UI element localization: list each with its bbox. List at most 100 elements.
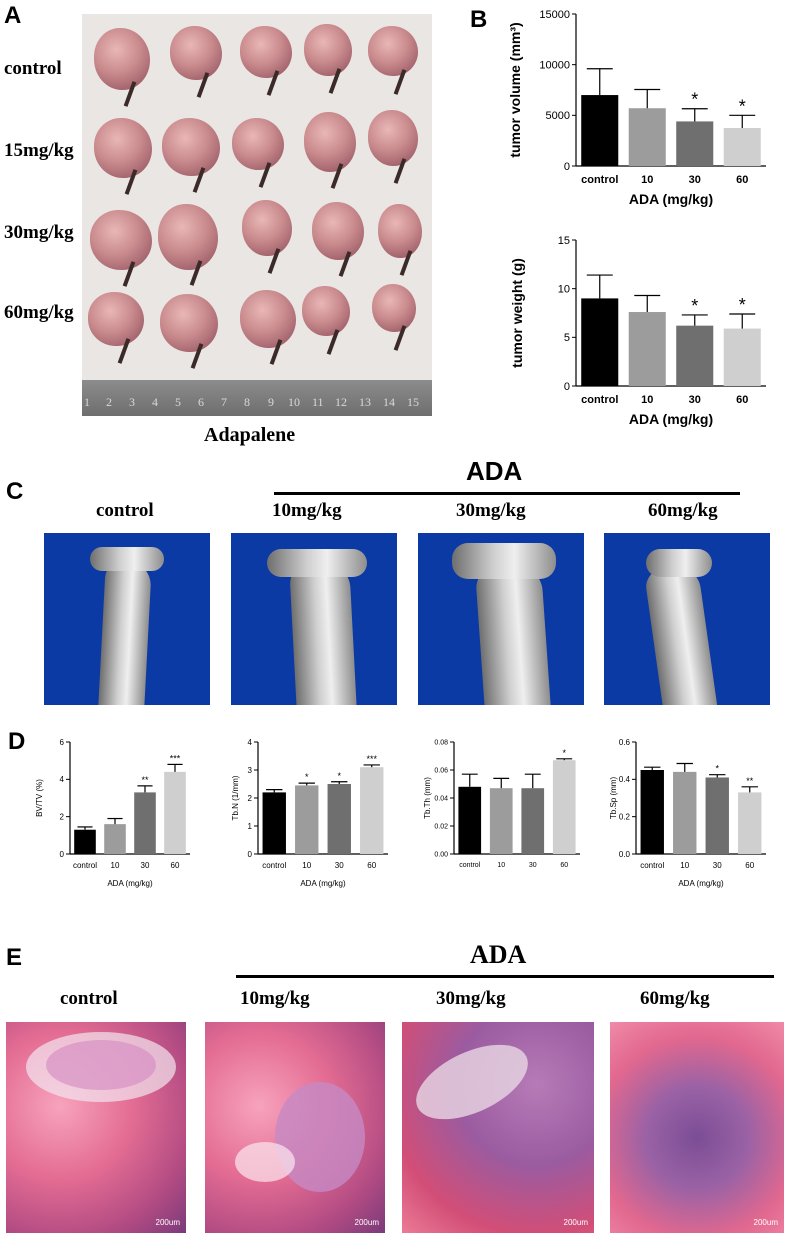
- tumor: [368, 110, 418, 184]
- microct-image-30mg: [418, 533, 584, 705]
- he-image-control: 200um: [6, 1022, 186, 1233]
- y-tick-label: 4: [248, 738, 253, 747]
- tumor: [94, 118, 152, 195]
- tumor-volume-chart: 0 5000 10000 15000 control 10 * 30 * 60 ADA (mg/kg…: [507, 9, 766, 207]
- y-tick-label: 15: [558, 235, 570, 247]
- he-image-10mg: 200um: [205, 1022, 385, 1233]
- bvtv-chart: 0 2 4 6 control 10 ** 30 *** 60 ADA (mg/kg) BV/TV (…: [35, 738, 190, 888]
- y-tick-label: 10: [558, 284, 570, 296]
- bar: [705, 777, 729, 854]
- tumor: [312, 202, 364, 278]
- x-tick-label: 60: [736, 174, 748, 186]
- bar: [676, 121, 714, 166]
- x-axis-label: ADA (mg/kg): [629, 411, 713, 427]
- he-label-control: control: [60, 988, 118, 1009]
- bar: [458, 786, 482, 854]
- he-label-60mg: 60mg/kg: [640, 988, 710, 1009]
- y-tick-label: 0: [60, 850, 65, 859]
- y-tick-label: 5000: [546, 110, 570, 122]
- y-tick-label: 15000: [539, 9, 570, 21]
- tbn-chart: 0 1 2 3 4 control * 10 * 30 *** 60 ADA (mg/kg) Tb.N (…: [231, 738, 388, 888]
- tumor: [242, 200, 292, 274]
- tumor: [160, 294, 218, 370]
- bar: [134, 792, 156, 854]
- x-tick-label: 60: [745, 861, 754, 870]
- tumor: [368, 26, 418, 95]
- row-label-15mg: 15mg/kg: [4, 140, 74, 161]
- bar: [104, 824, 126, 854]
- bar: [327, 784, 351, 854]
- panel-e-letter: E: [6, 944, 23, 971]
- y-tick-label: 0.04: [434, 795, 448, 802]
- y-tick-label: 6: [60, 738, 65, 747]
- bar: [673, 771, 697, 854]
- y-tick-label: 0.0: [619, 850, 631, 859]
- y-axis-label: Tb.N (1/mm): [231, 775, 240, 820]
- significance-mark: **: [746, 776, 754, 786]
- significance-mark: *: [715, 764, 719, 774]
- y-axis-label: tumor volume (mm³): [507, 22, 523, 157]
- y-tick-label: 0.4: [619, 775, 631, 784]
- x-tick-label: control: [640, 861, 664, 870]
- significance-mark: *: [691, 296, 698, 316]
- significance-mark: *: [337, 771, 341, 781]
- x-tick-label: 10: [680, 861, 689, 870]
- microct-label-30mg: 30mg/kg: [456, 500, 526, 521]
- tumor: [240, 290, 296, 366]
- scale-label: 200um: [354, 1218, 379, 1227]
- x-tick-label: 30: [141, 861, 150, 870]
- significance-mark: *: [691, 90, 698, 110]
- scale-label: 200um: [155, 1218, 180, 1227]
- tumor: [88, 292, 144, 364]
- x-tick-label: 10: [111, 861, 120, 870]
- x-tick-label: 30: [689, 394, 701, 406]
- ada-group-title-e: ADA: [470, 940, 527, 969]
- y-tick-label: 0: [248, 850, 253, 859]
- bar: [74, 829, 96, 854]
- y-tick-label: 0.08: [434, 739, 448, 746]
- microct-image-control: [44, 533, 210, 705]
- y-tick-label: 0: [564, 161, 570, 173]
- panel-b-letter: B: [470, 6, 488, 33]
- x-tick-label: control: [581, 394, 618, 406]
- significance-mark: *: [739, 295, 746, 315]
- bar: [360, 767, 384, 854]
- tbth-chart: 0.00 0.02 0.04 0.06 0.08 control 10 30 * 60 Tb.Th …: [423, 739, 580, 869]
- bar: [581, 298, 619, 386]
- bar: [295, 785, 319, 854]
- bar: [676, 325, 714, 386]
- y-tick-label: 0.00: [434, 851, 448, 858]
- photo-caption: Adapalene: [204, 424, 296, 446]
- y-axis-label: Tb.Th (mm): [423, 777, 432, 819]
- ada-group-title-c: ADA: [466, 456, 523, 486]
- x-tick-label: 60: [560, 862, 568, 869]
- row-label-60mg: 60mg/kg: [4, 302, 74, 323]
- ruler: 1 2 3 4 5 6 7 8 9 10 11 12 13 14 15: [82, 380, 432, 416]
- bar: [640, 770, 664, 854]
- x-tick-label: 30: [529, 862, 537, 869]
- x-tick-label: 10: [641, 394, 653, 406]
- significance-mark: *: [739, 96, 746, 116]
- panel-a-letter: A: [4, 2, 22, 29]
- tumor: [302, 286, 350, 355]
- tumor: [304, 24, 352, 95]
- ada-group-line-c: [274, 492, 740, 495]
- y-tick-label: 4: [60, 775, 65, 784]
- he-image-60mg: 200um: [610, 1022, 784, 1233]
- x-axis-label: ADA (mg/kg): [678, 879, 724, 888]
- bar: [521, 788, 545, 854]
- significance-mark: ***: [366, 754, 377, 764]
- significance-mark: *: [562, 748, 566, 758]
- x-tick-label: 10: [641, 174, 653, 186]
- bar: [489, 788, 513, 854]
- y-tick-label: 0.2: [619, 812, 631, 821]
- microct-label-10mg: 10mg/kg: [272, 500, 342, 521]
- panel-c-letter: C: [6, 478, 24, 505]
- he-image-30mg: 200um: [402, 1022, 594, 1233]
- x-tick-label: 60: [367, 861, 376, 870]
- bar: [581, 95, 619, 166]
- he-label-30mg: 30mg/kg: [436, 988, 506, 1009]
- y-tick-label: 2: [248, 794, 253, 803]
- y-tick-label: 0.6: [619, 738, 631, 747]
- bar: [723, 328, 761, 386]
